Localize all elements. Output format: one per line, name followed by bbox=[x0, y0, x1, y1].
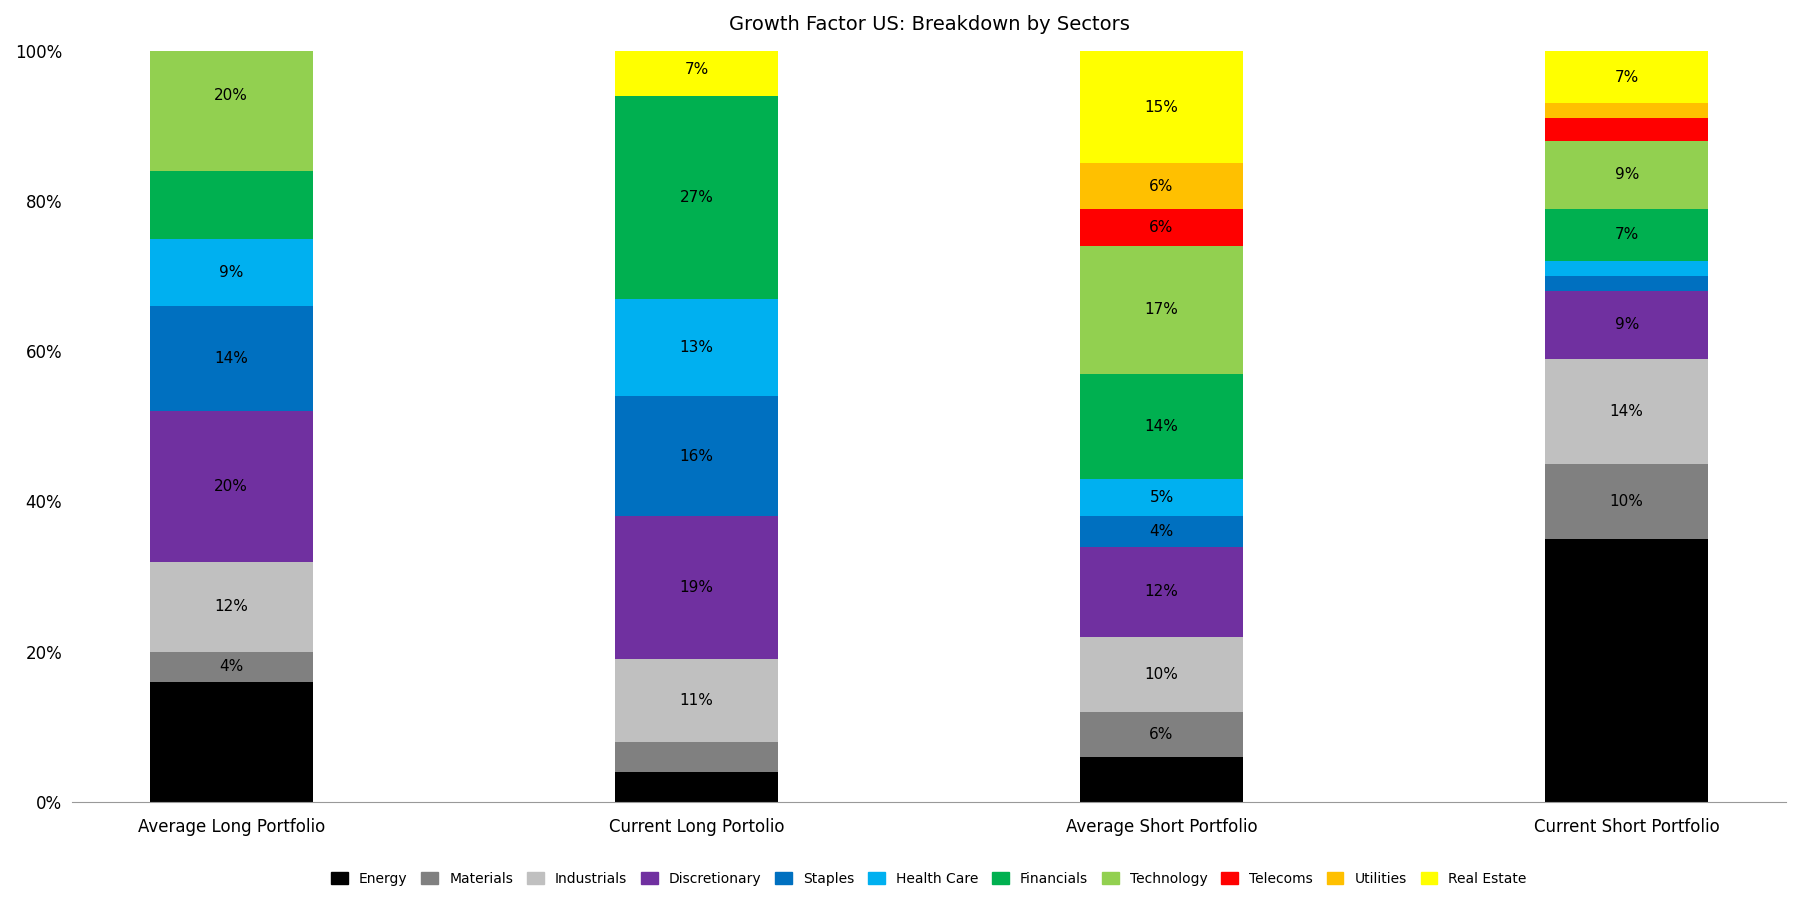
Title: Growth Factor US: Breakdown by Sectors: Growth Factor US: Breakdown by Sectors bbox=[729, 15, 1129, 34]
Bar bbox=[1545, 464, 1707, 539]
Bar bbox=[149, 411, 313, 562]
Text: 12%: 12% bbox=[214, 599, 249, 614]
Bar bbox=[1081, 246, 1243, 374]
Bar bbox=[1545, 119, 1707, 141]
Bar bbox=[1545, 276, 1707, 292]
Bar bbox=[1081, 209, 1243, 246]
Text: 10%: 10% bbox=[1145, 667, 1178, 681]
Text: 16%: 16% bbox=[679, 449, 713, 464]
Bar bbox=[614, 299, 778, 396]
Bar bbox=[614, 517, 778, 659]
Bar bbox=[1545, 209, 1707, 261]
Text: 20%: 20% bbox=[214, 88, 249, 104]
Text: 14%: 14% bbox=[1610, 404, 1644, 419]
Text: 13%: 13% bbox=[679, 340, 713, 355]
Bar bbox=[1081, 479, 1243, 517]
Text: 7%: 7% bbox=[684, 62, 708, 77]
Bar bbox=[614, 43, 778, 96]
Text: 27%: 27% bbox=[679, 190, 713, 205]
Bar bbox=[614, 772, 778, 802]
Bar bbox=[149, 0, 313, 5]
Text: 6%: 6% bbox=[1149, 727, 1174, 742]
Text: 4%: 4% bbox=[1149, 524, 1174, 539]
Text: 6%: 6% bbox=[1149, 178, 1174, 194]
Bar bbox=[1081, 164, 1243, 209]
Bar bbox=[149, 5, 313, 21]
Text: 5%: 5% bbox=[1149, 491, 1174, 505]
Bar bbox=[149, 562, 313, 652]
Text: 4%: 4% bbox=[684, 779, 708, 795]
Bar bbox=[614, 659, 778, 742]
Bar bbox=[614, 742, 778, 772]
Bar bbox=[1545, 359, 1707, 464]
Bar bbox=[1081, 546, 1243, 636]
Bar bbox=[1545, 50, 1707, 104]
Text: 9%: 9% bbox=[1614, 167, 1639, 183]
Bar bbox=[149, 171, 313, 238]
Bar bbox=[149, 652, 313, 681]
Text: 11%: 11% bbox=[679, 693, 713, 708]
Bar bbox=[1081, 517, 1243, 546]
Text: 15%: 15% bbox=[1145, 100, 1178, 114]
Bar bbox=[1081, 712, 1243, 757]
Text: 4%: 4% bbox=[220, 659, 243, 674]
Bar bbox=[614, 96, 778, 299]
Bar bbox=[1545, 141, 1707, 209]
Bar bbox=[1545, 261, 1707, 276]
Bar bbox=[149, 21, 313, 171]
Bar bbox=[614, 396, 778, 517]
Bar bbox=[149, 681, 313, 802]
Text: 9%: 9% bbox=[220, 265, 243, 280]
Bar bbox=[1545, 539, 1707, 802]
Bar bbox=[1081, 636, 1243, 712]
Text: 20%: 20% bbox=[214, 479, 249, 494]
Text: 14%: 14% bbox=[214, 351, 249, 366]
Text: 17%: 17% bbox=[1145, 302, 1178, 318]
Text: 7%: 7% bbox=[1614, 69, 1639, 85]
Text: 19%: 19% bbox=[679, 580, 713, 595]
Bar bbox=[1081, 757, 1243, 802]
Bar bbox=[1545, 292, 1707, 359]
Text: 7%: 7% bbox=[1614, 228, 1639, 242]
Bar bbox=[1545, 104, 1707, 119]
Bar bbox=[149, 238, 313, 306]
Text: 9%: 9% bbox=[1614, 318, 1639, 332]
Bar bbox=[1081, 50, 1243, 164]
Text: 6%: 6% bbox=[1149, 220, 1174, 235]
Text: 12%: 12% bbox=[1145, 584, 1178, 599]
Legend: Energy, Materials, Industrials, Discretionary, Staples, Health Care, Financials,: Energy, Materials, Industrials, Discreti… bbox=[324, 865, 1534, 893]
Bar bbox=[149, 306, 313, 411]
Text: 10%: 10% bbox=[1610, 494, 1644, 508]
Text: 14%: 14% bbox=[1145, 418, 1178, 434]
Bar bbox=[1081, 374, 1243, 479]
